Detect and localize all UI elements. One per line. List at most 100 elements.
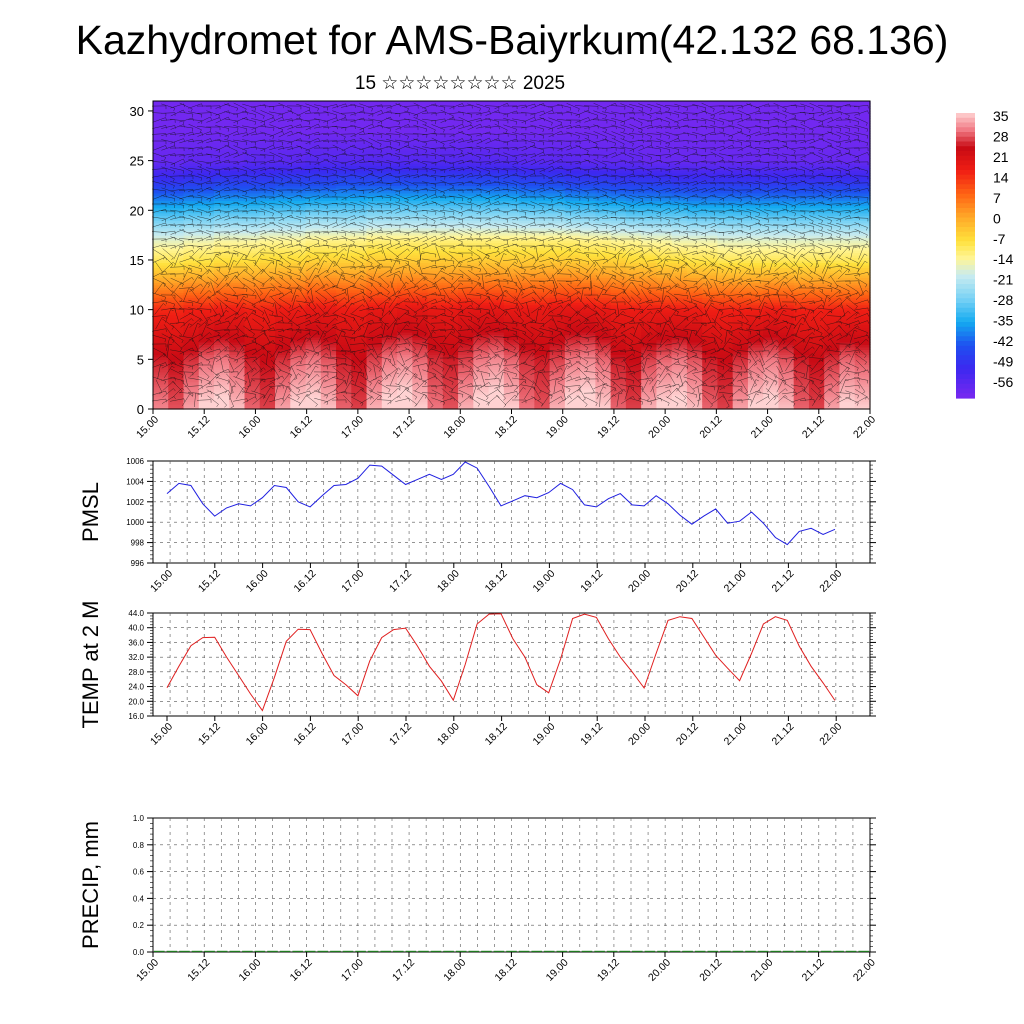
- heatmap-cell: [198, 359, 215, 363]
- heatmap-cell: [458, 312, 474, 316]
- heatmap-cell: [229, 366, 246, 370]
- heatmap-cell: [580, 120, 597, 124]
- heatmap-cell: [351, 217, 368, 221]
- heatmap-cell: [549, 148, 566, 152]
- heatmap-cell: [351, 192, 368, 196]
- heatmap-cell: [351, 153, 368, 157]
- heatmap-cell: [534, 155, 551, 159]
- heatmap-cell: [259, 220, 276, 224]
- heatmap-cell: [519, 309, 535, 313]
- heatmap-cell: [366, 202, 383, 206]
- heatmap-cell: [671, 190, 688, 194]
- heatmap-cell: [564, 267, 581, 271]
- heatmap-cell: [412, 115, 429, 119]
- heatmap-cell: [717, 113, 734, 117]
- heatmap-cell: [503, 344, 520, 348]
- heatmap-cell: [168, 309, 185, 313]
- heatmap-cell: [168, 277, 185, 281]
- heatmap-cell: [351, 262, 368, 266]
- heatmap-cell: [229, 269, 246, 273]
- heatmap-cell: [351, 200, 368, 204]
- heatmap-cell: [717, 185, 734, 189]
- heatmap-cell: [305, 158, 322, 162]
- heatmap-cell: [534, 113, 551, 117]
- heatmap-cell: [732, 120, 749, 124]
- heatmap-cell: [320, 379, 337, 383]
- heatmap-cell: [473, 327, 490, 331]
- heatmap-cell: [412, 406, 429, 410]
- heatmap-cell: [488, 364, 505, 368]
- heatmap-cell: [625, 399, 642, 403]
- heatmap-cell: [351, 130, 368, 134]
- heatmap-cell: [351, 399, 368, 403]
- heatmap-cell: [397, 128, 413, 132]
- heatmap-cell: [564, 332, 581, 336]
- heatmap-cell: [473, 332, 490, 336]
- heatmap-cell: [229, 220, 246, 224]
- heatmap-cell: [153, 113, 169, 117]
- heatmap-cell: [473, 120, 490, 124]
- heatmap-cell: [275, 252, 291, 256]
- heatmap-cell: [458, 195, 474, 199]
- heatmap-cell: [488, 259, 505, 264]
- heatmap-cell: [747, 195, 764, 199]
- heatmap-cell: [366, 309, 383, 313]
- heatmap-cell: [214, 374, 230, 378]
- heatmap-cell: [717, 336, 734, 341]
- heatmap-cell: [549, 381, 566, 385]
- heatmap-cell: [351, 332, 368, 336]
- heatmap-cell: [275, 334, 291, 338]
- heatmap-cell: [336, 178, 352, 182]
- heatmap-cell: [671, 297, 688, 301]
- heatmap-cell: [564, 210, 581, 214]
- heatmap-cell: [381, 155, 398, 159]
- heatmap-cell: [458, 356, 474, 360]
- heatmap-cell: [625, 309, 642, 313]
- heatmap-cell: [519, 297, 535, 301]
- heatmap-cell: [198, 212, 215, 216]
- heatmap-cell: [381, 123, 398, 127]
- heatmap-cell: [427, 379, 444, 383]
- heatmap-cell: [427, 215, 444, 219]
- heatmap-cell: [244, 379, 261, 383]
- heatmap-cell: [351, 115, 368, 119]
- heatmap-cell: [198, 160, 215, 164]
- heatmap-cell: [412, 202, 429, 206]
- heatmap-cell: [198, 200, 215, 204]
- heatmap-cell: [168, 247, 185, 251]
- heatmap-cell: [610, 235, 627, 239]
- heatmap-cell: [320, 284, 337, 288]
- heatmap-cell: [702, 381, 719, 385]
- heatmap-cell: [214, 170, 230, 174]
- heatmap-cell: [275, 391, 291, 395]
- heatmap-cell: [732, 284, 749, 288]
- heatmap-cell: [397, 217, 413, 221]
- heatmap-cell: [198, 257, 215, 261]
- heatmap-cell: [595, 349, 612, 353]
- heatmap-cell: [747, 327, 764, 331]
- heatmap-cell: [488, 182, 505, 187]
- heatmap-cell: [747, 133, 764, 137]
- heatmap-cell: [610, 386, 627, 390]
- heatmap-cell: [183, 354, 200, 358]
- heatmap-cell: [214, 389, 230, 393]
- heatmap-cell: [625, 205, 642, 209]
- heatmap-cell: [747, 386, 764, 390]
- heatmap-cell: [747, 329, 764, 333]
- heatmap-cell: [595, 212, 612, 216]
- heatmap-cell: [473, 220, 490, 224]
- heatmap-cell: [610, 123, 627, 127]
- heatmap-cell: [290, 240, 307, 244]
- heatmap-cell: [473, 399, 490, 403]
- heatmap-cell: [275, 304, 291, 308]
- heatmap-cell: [702, 264, 719, 269]
- heatmap-cell: [381, 354, 398, 358]
- heatmap-cell: [534, 192, 551, 196]
- heatmap-cell: [305, 304, 322, 308]
- heatmap-cell: [686, 339, 703, 343]
- heatmap-cell: [442, 110, 459, 115]
- heatmap-cell: [244, 292, 261, 296]
- heatmap-cell: [458, 240, 474, 244]
- heatmap-cell: [351, 366, 368, 370]
- heatmap-cell: [564, 366, 581, 370]
